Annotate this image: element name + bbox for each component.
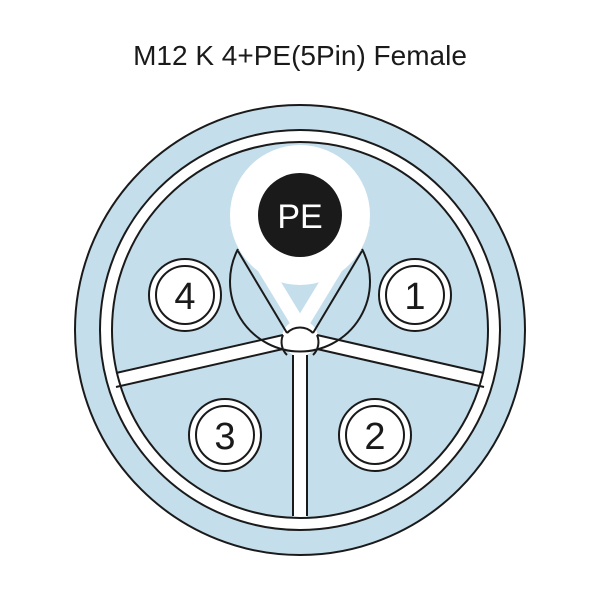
pin-4: 4 [149,259,221,331]
pin-4-label: 4 [174,276,195,318]
pin-1: 1 [379,259,451,331]
pin-1-label: 1 [404,276,425,318]
pe-pin-label: PE [277,198,322,236]
pin-3-label: 3 [214,416,235,458]
pin-2: 2 [339,399,411,471]
pin-2-label: 2 [364,416,385,458]
diagram-title: M12 K 4+PE(5Pin) Female [0,40,600,72]
pin-3: 3 [189,399,261,471]
connector-diagram: PE 1 2 3 4 [65,95,535,570]
